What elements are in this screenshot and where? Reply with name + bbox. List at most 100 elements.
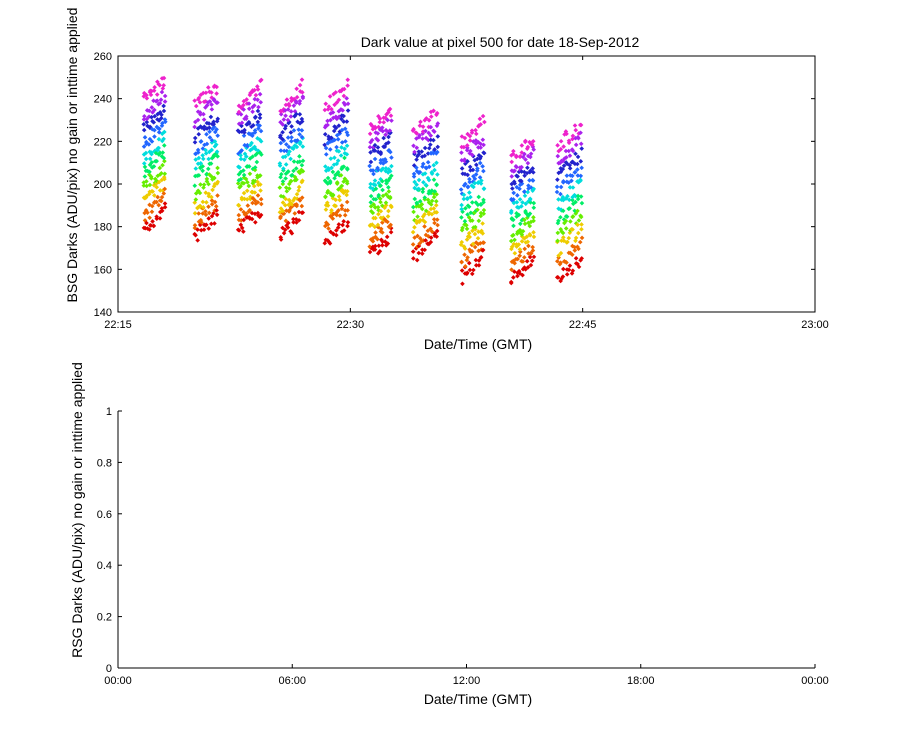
scatter-point [329, 212, 334, 218]
scatter-point [192, 98, 197, 103]
scatter-point [368, 181, 373, 187]
scatter-point [367, 163, 372, 169]
scatter-point [414, 168, 420, 174]
scatter-point [147, 215, 152, 221]
scatter-point [215, 179, 221, 185]
scatter-point [280, 136, 285, 142]
scatter-point [324, 220, 329, 225]
scatter-point [212, 221, 217, 226]
scatter-point [434, 217, 440, 222]
scatter-point [367, 131, 373, 137]
scatter-point [509, 174, 515, 179]
scatter-point [524, 258, 530, 264]
scatter-point [239, 123, 244, 129]
scatter-point [523, 138, 528, 144]
scatter-point [291, 96, 297, 102]
scatter-point [376, 124, 381, 130]
scatter-point [422, 224, 427, 229]
top-y-ticks: 140 160 180 200 220 240 260 [94, 51, 815, 319]
scatter-point [370, 239, 376, 244]
top-data-points [141, 75, 585, 287]
scatter-point [329, 165, 334, 171]
scatter-point [241, 133, 247, 138]
scatter-point [333, 114, 339, 120]
scatter-point [513, 256, 519, 262]
scatter-point [470, 241, 476, 247]
scatter-point [246, 106, 252, 112]
scatter-point [161, 136, 166, 142]
scatter-point [554, 189, 560, 195]
scatter-point [572, 248, 578, 253]
scatter-point [573, 193, 578, 199]
scatter-point [159, 115, 164, 121]
scatter-point [531, 186, 537, 192]
scatter-point [389, 163, 394, 169]
scatter-point [519, 232, 525, 237]
scatter-point [515, 229, 521, 235]
scatter-point [575, 154, 581, 160]
scatter-point [338, 153, 344, 158]
scatter-point [385, 129, 391, 135]
scatter-point [528, 262, 534, 268]
scatter-point [569, 252, 575, 257]
scatter-point [472, 176, 478, 182]
scatter-point [342, 208, 348, 213]
scatter-point [376, 211, 381, 217]
scatter-point [412, 217, 417, 223]
scatter-point [526, 243, 531, 249]
scatter-point [527, 197, 533, 203]
scatter-point [214, 181, 220, 186]
scatter-point [291, 168, 296, 174]
scatter-point [525, 189, 531, 195]
scatter-point [563, 259, 569, 265]
scatter-point [156, 145, 161, 151]
scatter-point [158, 198, 164, 204]
scatter-point [515, 270, 520, 276]
scatter-point [555, 143, 560, 148]
scatter-point [434, 160, 439, 166]
scatter-point [329, 210, 334, 215]
scatter-point [419, 251, 425, 256]
scatter-point [296, 209, 302, 215]
scatter-point [461, 183, 467, 188]
scatter-point [422, 219, 428, 225]
scatter-point [461, 244, 467, 249]
scatter-point [249, 124, 254, 130]
scatter-point [278, 193, 284, 199]
scatter-point [286, 186, 292, 191]
scatter-point [481, 207, 487, 213]
scatter-point [575, 222, 580, 228]
scatter-point [531, 230, 536, 235]
scatter-point [420, 124, 426, 130]
scatter-point [281, 138, 287, 144]
scatter-point [197, 190, 203, 196]
scatter-point [141, 183, 147, 188]
bottom-y-tick-label: 0.2 [97, 612, 112, 624]
scatter-point [566, 197, 572, 203]
scatter-point [369, 123, 375, 129]
scatter-point [244, 215, 249, 220]
scatter-point [344, 96, 349, 101]
scatter-point [236, 203, 242, 208]
scatter-point [206, 121, 212, 126]
scatter-point [143, 207, 149, 213]
scatter-point [344, 181, 350, 186]
scatter-point [378, 199, 383, 205]
scatter-point [413, 130, 419, 135]
scatter-point [523, 201, 529, 207]
scatter-point [378, 151, 384, 157]
scatter-point [289, 231, 295, 236]
scatter-point [152, 193, 157, 198]
scatter-point [244, 97, 249, 102]
scatter-point [421, 179, 426, 185]
scatter-point [521, 189, 527, 195]
top-y-tick-label: 200 [94, 179, 112, 191]
scatter-point [294, 191, 300, 197]
scatter-point [467, 267, 473, 273]
scatter-point [142, 113, 147, 119]
scatter-point [383, 127, 389, 133]
scatter-point [516, 268, 522, 274]
scatter-point [428, 226, 433, 232]
scatter-point [249, 140, 254, 146]
scatter-point [155, 111, 160, 117]
